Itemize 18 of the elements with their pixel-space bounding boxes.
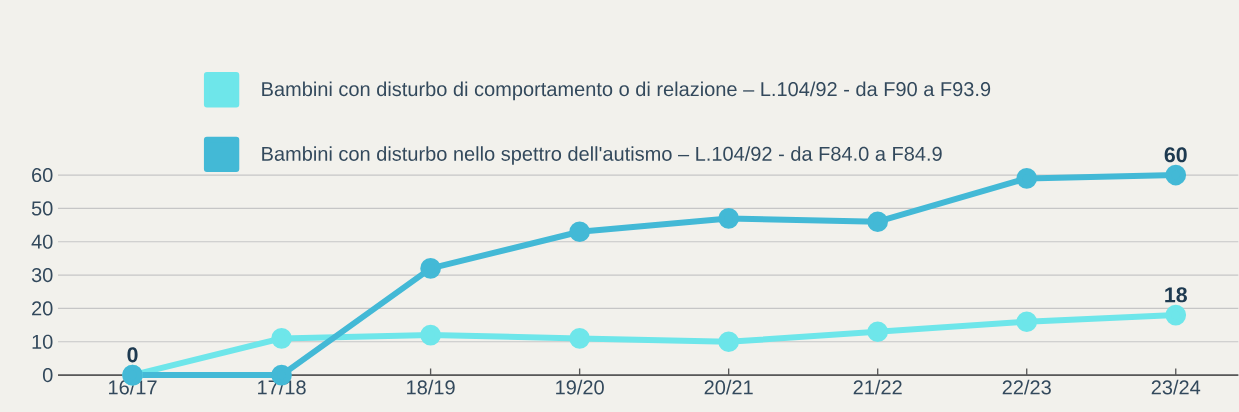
y-tick-label: 50 bbox=[31, 201, 53, 216]
x-tick-label: 21/22 bbox=[853, 379, 902, 395]
x-tick-label: 19/20 bbox=[556, 379, 604, 395]
x-tick-label: 20/21 bbox=[704, 379, 753, 395]
y-tick-label: 20 bbox=[32, 301, 53, 316]
data-label: 60 bbox=[1164, 147, 1187, 163]
y-tick-label: 30 bbox=[31, 267, 53, 283]
x-tick-label: 18/19 bbox=[407, 379, 455, 395]
y-tick-label: 10 bbox=[32, 334, 53, 349]
data-label: 0 bbox=[127, 347, 138, 363]
legend-label: Bambini con disturbo di comportamento o di relazione – L.104/92 - da F90 a F93.9 bbox=[262, 81, 991, 101]
y-tick-label: 0 bbox=[42, 367, 53, 383]
x-tick-label: 22/23 bbox=[1002, 379, 1051, 395]
data-label: 18 bbox=[1165, 287, 1187, 303]
x-tick-label: 23/24 bbox=[1151, 379, 1201, 395]
y-tick-label: 40 bbox=[31, 234, 53, 249]
y-tick-label: 60 bbox=[32, 167, 53, 183]
legend-label: Bambini con disturbo nello spettro dell'autismo – L.104/92 - da F84.0 a F84.9 bbox=[262, 146, 942, 165]
